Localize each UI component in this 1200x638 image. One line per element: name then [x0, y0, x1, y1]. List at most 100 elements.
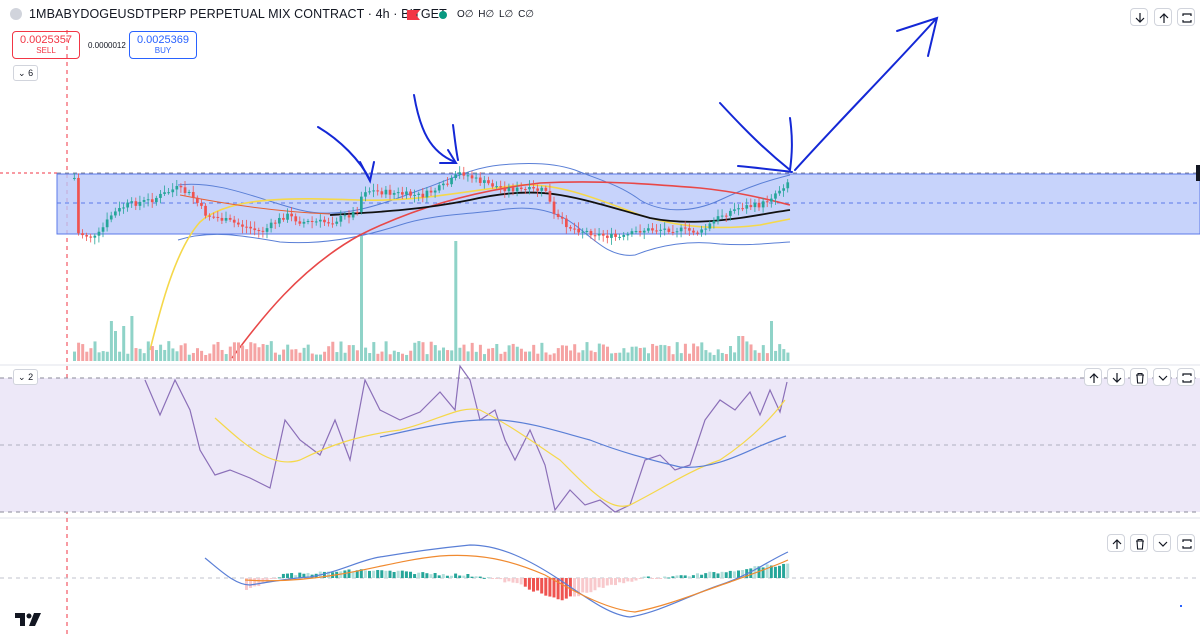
candle-body[interactable] — [782, 188, 785, 191]
candle-body[interactable] — [241, 224, 244, 227]
candle-body[interactable] — [224, 217, 228, 221]
candle-body[interactable] — [532, 187, 535, 189]
candle-body[interactable] — [589, 230, 593, 236]
candle-body[interactable] — [208, 215, 211, 217]
candle-body[interactable] — [774, 193, 777, 199]
candle-body[interactable] — [245, 226, 248, 228]
annotation-arrow-3[interactable] — [452, 124, 459, 161]
candle-body[interactable] — [610, 233, 613, 238]
candle-body[interactable] — [478, 177, 482, 183]
candle-body[interactable] — [757, 202, 761, 208]
candle-body[interactable] — [741, 208, 744, 210]
candle-body[interactable] — [597, 233, 601, 236]
candle-body[interactable] — [433, 190, 437, 193]
candle-body[interactable] — [306, 220, 310, 222]
candle-body[interactable] — [273, 222, 277, 224]
macd-maximize-button[interactable] — [1177, 534, 1195, 552]
candle-body[interactable] — [163, 192, 166, 194]
candle-body[interactable] — [745, 205, 749, 209]
candle-body[interactable] — [413, 194, 416, 196]
candle-body[interactable] — [765, 201, 769, 203]
candle-body[interactable] — [626, 234, 630, 236]
candle-body[interactable] — [593, 235, 597, 237]
sell-button[interactable]: 0.0025357 SELL — [12, 31, 80, 59]
candle-body[interactable] — [191, 191, 195, 198]
candle-body[interactable] — [249, 226, 252, 229]
candle-body[interactable] — [770, 198, 773, 202]
candle-body[interactable] — [81, 233, 84, 236]
candle-body[interactable] — [729, 210, 732, 216]
candle-body[interactable] — [692, 230, 695, 233]
candle-body[interactable] — [442, 183, 445, 186]
candle-body[interactable] — [265, 228, 269, 232]
candle-body[interactable] — [97, 231, 101, 236]
candle-body[interactable] — [642, 230, 646, 233]
candle-body[interactable] — [134, 201, 138, 206]
annotation-arrow-2[interactable] — [413, 94, 456, 163]
candle-body[interactable] — [347, 215, 351, 218]
candle-body[interactable] — [257, 230, 261, 232]
candle-body[interactable] — [778, 190, 781, 194]
candle-body[interactable] — [483, 180, 486, 183]
candle-body[interactable] — [536, 188, 539, 191]
candle-body[interactable] — [89, 236, 93, 238]
candle-body[interactable] — [200, 202, 203, 206]
candle-body[interactable] — [720, 215, 724, 217]
candle-body[interactable] — [606, 235, 609, 238]
move-pane-up-button[interactable] — [1154, 8, 1172, 26]
candle-body[interactable] — [630, 231, 634, 235]
candle-body[interactable] — [671, 231, 675, 233]
candle-body[interactable] — [409, 191, 412, 196]
rsi-pane-toggle[interactable]: ⌄ 2 — [13, 369, 39, 385]
candle-body[interactable] — [466, 175, 470, 177]
candle-body[interactable] — [376, 190, 380, 192]
candle-body[interactable] — [667, 228, 671, 232]
candle-body[interactable] — [696, 232, 699, 234]
annotation-arrows[interactable] — [317, 16, 939, 184]
candle-body[interactable] — [499, 186, 503, 188]
candle-body[interactable] — [753, 202, 757, 208]
candle-body[interactable] — [458, 172, 462, 175]
candle-body[interactable] — [724, 215, 728, 217]
candlesticks[interactable] — [73, 166, 790, 245]
candle-body[interactable] — [749, 205, 753, 208]
candle-body[interactable] — [126, 202, 129, 208]
candle-body[interactable] — [552, 201, 556, 214]
candle-body[interactable] — [507, 187, 511, 192]
candle-body[interactable] — [196, 197, 199, 203]
candle-body[interactable] — [175, 185, 179, 190]
candle-body[interactable] — [405, 191, 408, 195]
candle-body[interactable] — [487, 180, 490, 184]
candle-body[interactable] — [659, 229, 662, 231]
candle-body[interactable] — [237, 222, 240, 225]
candle-body[interactable] — [294, 216, 298, 222]
tradingview-logo[interactable] — [15, 607, 41, 633]
candle-body[interactable] — [232, 219, 236, 223]
candle-body[interactable] — [331, 223, 334, 225]
candle-body[interactable] — [515, 187, 519, 192]
candle-body[interactable] — [679, 227, 683, 232]
candle-body[interactable] — [544, 187, 548, 191]
candle-body[interactable] — [286, 213, 289, 220]
candle-body[interactable] — [401, 192, 404, 195]
candle-body[interactable] — [733, 209, 736, 211]
candle-body[interactable] — [528, 187, 531, 190]
candle-body[interactable] — [314, 221, 318, 223]
candle-body[interactable] — [556, 213, 560, 217]
candle-body[interactable] — [429, 190, 433, 193]
candle-body[interactable] — [179, 185, 183, 188]
candle-body[interactable] — [122, 207, 125, 209]
candle-body[interactable] — [618, 236, 621, 238]
candle-body[interactable] — [716, 216, 720, 221]
candle-body[interactable] — [384, 189, 388, 195]
candle-body[interactable] — [73, 177, 76, 179]
candle-body[interactable] — [495, 186, 498, 188]
candle-body[interactable] — [364, 192, 367, 197]
candle-body[interactable] — [560, 216, 564, 219]
candle-body[interactable] — [675, 231, 679, 233]
candle-body[interactable] — [786, 182, 790, 189]
candle-body[interactable] — [622, 234, 626, 237]
range-zone[interactable] — [56, 173, 1200, 235]
candle-body[interactable] — [368, 191, 371, 193]
